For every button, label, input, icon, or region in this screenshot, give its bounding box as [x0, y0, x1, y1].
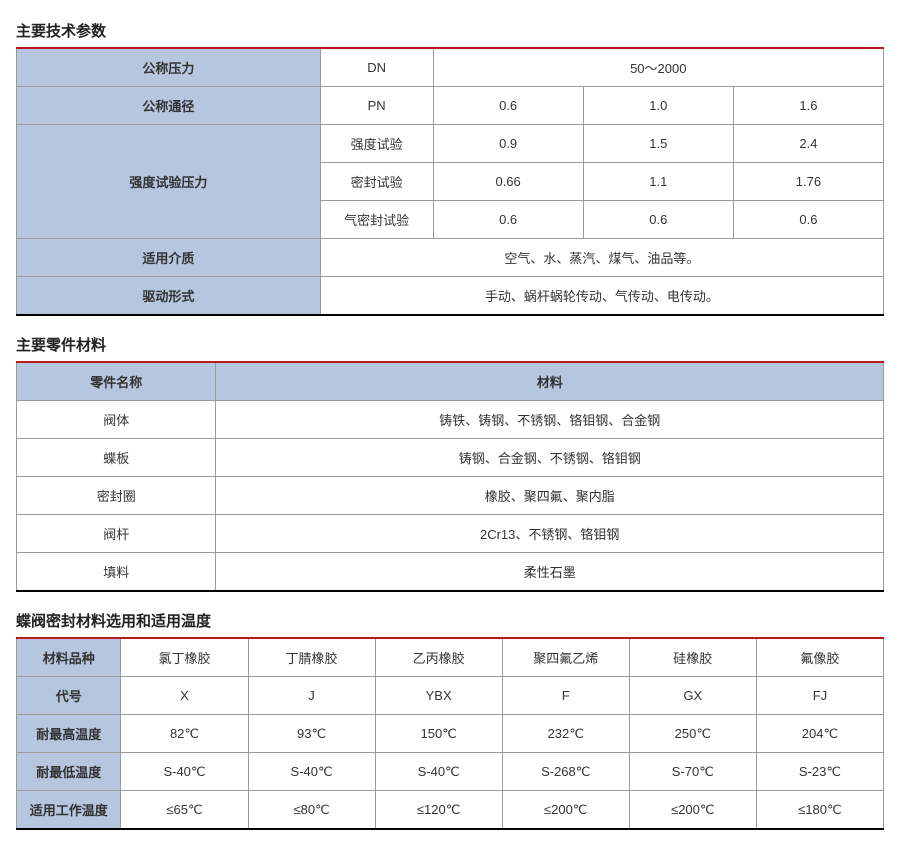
cell: ≤200℃	[629, 791, 756, 830]
cell: 2.4	[733, 125, 883, 163]
cell: S-40℃	[375, 753, 502, 791]
cell: 1.6	[733, 87, 883, 125]
table-row: 密封圈 橡胶、聚四氟、聚内脂	[17, 477, 884, 515]
cell: 氟像胶	[756, 638, 883, 677]
cell: 密封试验	[320, 163, 433, 201]
table-row: 材料品种 氯丁橡胶 丁腈橡胶 乙丙橡胶 聚四氟乙烯 硅橡胶 氟像胶	[17, 638, 884, 677]
part-material: 橡胶、聚四氟、聚内脂	[216, 477, 884, 515]
part-material: 铸铁、铸钢、不锈钢、铬钼钢、合金钢	[216, 401, 884, 439]
table-row: 阀杆 2Cr13、不锈钢、铬钼钢	[17, 515, 884, 553]
row-label: 材料品种	[17, 638, 121, 677]
part-name: 阀杆	[17, 515, 216, 553]
cell-merged: 50～2000	[433, 48, 883, 87]
cell: 硅橡胶	[629, 638, 756, 677]
cell: 0.6	[433, 201, 583, 239]
cell: S-70℃	[629, 753, 756, 791]
table-row: 耐最低温度 S-40℃ S-40℃ S-40℃ S-268℃ S-70℃ S-2…	[17, 753, 884, 791]
cell: YBX	[375, 677, 502, 715]
cell: 0.6	[733, 201, 883, 239]
cell: 聚四氟乙烯	[502, 638, 629, 677]
row-label: 公称通径	[17, 87, 321, 125]
table-row: 适用工作温度 ≤65℃ ≤80℃ ≤120℃ ≤200℃ ≤200℃ ≤180℃	[17, 791, 884, 830]
cell: FJ	[756, 677, 883, 715]
cell: 93℃	[248, 715, 375, 753]
parts-material-title: 主要零件材料	[16, 334, 884, 355]
cell: GX	[629, 677, 756, 715]
parts-material-table: 零件名称 材料 阀体 铸铁、铸钢、不锈钢、铬钼钢、合金钢 蝶板 铸钢、合金钢、不…	[16, 361, 884, 592]
part-name: 密封圈	[17, 477, 216, 515]
cell: 1.76	[733, 163, 883, 201]
cell: S-23℃	[756, 753, 883, 791]
part-material: 铸钢、合金钢、不锈钢、铬钼钢	[216, 439, 884, 477]
table-row: 公称压力 DN 50～2000	[17, 48, 884, 87]
seal-material-title: 蝶阀密封材料选用和适用温度	[16, 610, 884, 631]
cell: 1.5	[583, 125, 733, 163]
cell: ≤65℃	[121, 791, 248, 830]
cell: J	[248, 677, 375, 715]
row-label: 耐最低温度	[17, 753, 121, 791]
table-row: 耐最高温度 82℃ 93℃ 150℃ 232℃ 250℃ 204℃	[17, 715, 884, 753]
cell: 乙丙橡胶	[375, 638, 502, 677]
cell: 0.6	[583, 201, 733, 239]
cell: S-268℃	[502, 753, 629, 791]
table-row: 阀体 铸铁、铸钢、不锈钢、铬钼钢、合金钢	[17, 401, 884, 439]
cell: 丁腈橡胶	[248, 638, 375, 677]
row-label: 适用介质	[17, 239, 321, 277]
table-header-row: 零件名称 材料	[17, 362, 884, 401]
cell: 250℃	[629, 715, 756, 753]
col-header: 零件名称	[17, 362, 216, 401]
row-label: 驱动形式	[17, 277, 321, 316]
cell: 强度试验	[320, 125, 433, 163]
cell: S-40℃	[248, 753, 375, 791]
cell: 1.1	[583, 163, 733, 201]
row-group-label: 强度试验压力	[17, 125, 321, 239]
row-label: 代号	[17, 677, 121, 715]
cell: ≤80℃	[248, 791, 375, 830]
cell: S-40℃	[121, 753, 248, 791]
part-name: 填料	[17, 553, 216, 592]
part-material: 2Cr13、不锈钢、铬钼钢	[216, 515, 884, 553]
col-header: 材料	[216, 362, 884, 401]
cell: ≤180℃	[756, 791, 883, 830]
cell: F	[502, 677, 629, 715]
cell: 82℃	[121, 715, 248, 753]
cell: 150℃	[375, 715, 502, 753]
cell: 232℃	[502, 715, 629, 753]
table-row: 适用介质 空气、水、蒸汽、煤气、油品等。	[17, 239, 884, 277]
cell-merged: 空气、水、蒸汽、煤气、油品等。	[320, 239, 883, 277]
cell: 0.6	[433, 87, 583, 125]
table-row: 强度试验压力 强度试验 0.9 1.5 2.4	[17, 125, 884, 163]
tech-params-title: 主要技术参数	[16, 20, 884, 41]
cell: ≤120℃	[375, 791, 502, 830]
cell: 0.66	[433, 163, 583, 201]
table-row: 驱动形式 手动、蜗杆蜗轮传动、气传动、电传动。	[17, 277, 884, 316]
tech-params-table: 公称压力 DN 50～2000 公称通径 PN 0.6 1.0 1.6 强度试验…	[16, 47, 884, 316]
row-label: 公称压力	[17, 48, 321, 87]
row-label: 耐最高温度	[17, 715, 121, 753]
cell: 气密封试验	[320, 201, 433, 239]
cell: DN	[320, 48, 433, 87]
table-row: 蝶板 铸钢、合金钢、不锈钢、铬钼钢	[17, 439, 884, 477]
cell: ≤200℃	[502, 791, 629, 830]
cell: 204℃	[756, 715, 883, 753]
cell-merged: 手动、蜗杆蜗轮传动、气传动、电传动。	[320, 277, 883, 316]
part-material: 柔性石墨	[216, 553, 884, 592]
table-row: 公称通径 PN 0.6 1.0 1.6	[17, 87, 884, 125]
cell: 0.9	[433, 125, 583, 163]
part-name: 蝶板	[17, 439, 216, 477]
row-label: 适用工作温度	[17, 791, 121, 830]
cell: PN	[320, 87, 433, 125]
cell: 氯丁橡胶	[121, 638, 248, 677]
cell: 1.0	[583, 87, 733, 125]
table-row: 代号 X J YBX F GX FJ	[17, 677, 884, 715]
part-name: 阀体	[17, 401, 216, 439]
seal-material-table: 材料品种 氯丁橡胶 丁腈橡胶 乙丙橡胶 聚四氟乙烯 硅橡胶 氟像胶 代号 X J…	[16, 637, 884, 830]
table-row: 填料 柔性石墨	[17, 553, 884, 592]
cell: X	[121, 677, 248, 715]
